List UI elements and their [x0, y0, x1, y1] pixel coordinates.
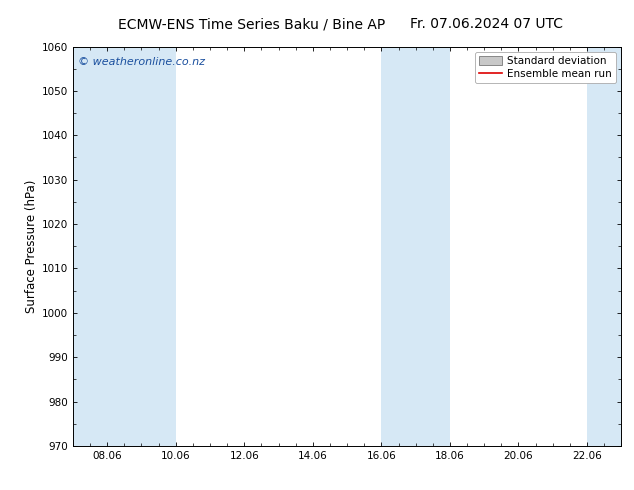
Legend: Standard deviation, Ensemble mean run: Standard deviation, Ensemble mean run [475, 52, 616, 83]
Bar [73, 47, 107, 446]
Text: ECMW-ENS Time Series Baku / Bine AP: ECMW-ENS Time Series Baku / Bine AP [119, 17, 385, 31]
Bar [382, 47, 416, 446]
Bar [416, 47, 450, 446]
Text: © weatheronline.co.nz: © weatheronline.co.nz [79, 56, 205, 67]
Y-axis label: Surface Pressure (hPa): Surface Pressure (hPa) [25, 179, 37, 313]
Bar [587, 47, 621, 446]
Text: Fr. 07.06.2024 07 UTC: Fr. 07.06.2024 07 UTC [410, 17, 563, 31]
Bar [107, 47, 176, 446]
